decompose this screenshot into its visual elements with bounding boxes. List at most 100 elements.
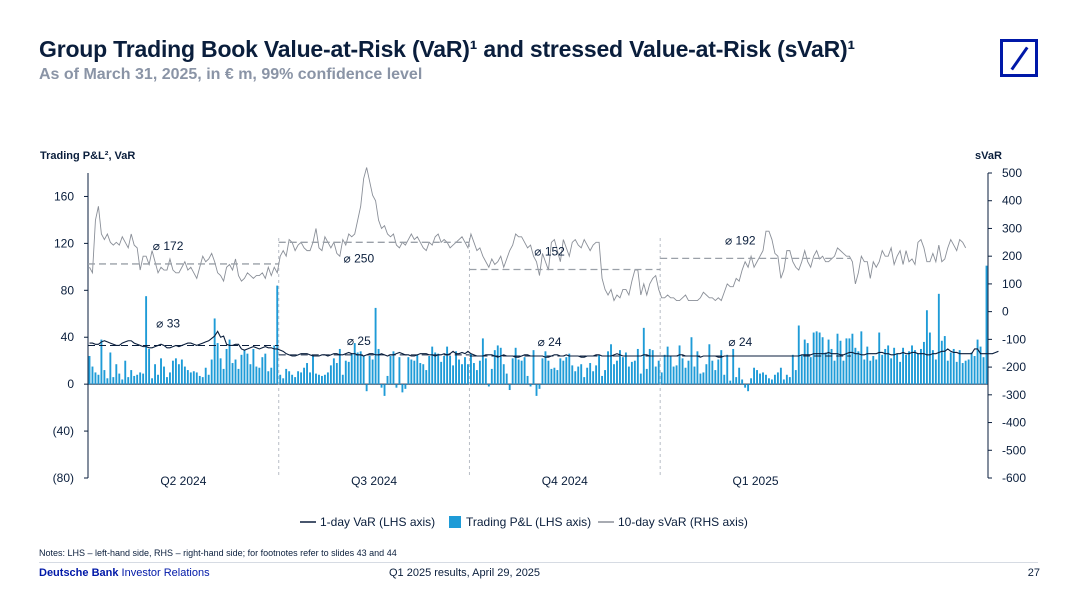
pnl-bar xyxy=(616,360,618,385)
pnl-bar xyxy=(297,371,300,385)
pnl-bar xyxy=(306,363,308,385)
pnl-bar xyxy=(642,327,645,385)
pnl-bar xyxy=(231,363,234,385)
pnl-bar xyxy=(321,375,323,385)
pnl-bar xyxy=(401,384,404,393)
pnl-bar xyxy=(633,360,636,385)
pnl-bar xyxy=(762,372,764,385)
pnl-bar xyxy=(738,367,741,385)
footer-brand-rest: Investor Relations xyxy=(118,567,210,579)
pnl-bar xyxy=(660,372,663,385)
pnl-bar xyxy=(103,370,106,385)
pnl-bar xyxy=(747,384,750,392)
right-tick-label: -200 xyxy=(1002,360,1026,374)
pnl-bar xyxy=(252,348,255,385)
var-average-label: ⌀ 33 xyxy=(156,316,180,330)
pnl-bar xyxy=(335,363,338,385)
pnl-bar xyxy=(946,360,949,385)
pnl-bar xyxy=(350,353,353,385)
pnl-bar xyxy=(669,356,672,385)
pnl-bar xyxy=(860,331,863,385)
pnl-bar xyxy=(598,354,601,385)
pnl-bar xyxy=(490,368,493,385)
pnl-bar xyxy=(380,384,383,388)
pnl-bar xyxy=(237,368,240,385)
pnl-bar xyxy=(356,352,359,385)
pnl-bar xyxy=(759,373,761,385)
pnl-bar xyxy=(878,332,881,385)
pnl-bar xyxy=(446,346,449,385)
pnl-bar xyxy=(523,357,526,385)
right-tick-label: 0 xyxy=(1002,305,1009,319)
pnl-bar xyxy=(478,360,481,385)
pnl-bar xyxy=(720,350,723,385)
pnl-bar xyxy=(431,346,434,385)
pnl-bar xyxy=(136,374,139,385)
pnl-bar xyxy=(899,361,902,385)
pnl-bar xyxy=(595,365,598,385)
pnl-bar xyxy=(520,360,523,385)
pnl-bar xyxy=(139,372,142,385)
pnl-bar xyxy=(422,364,425,385)
pnl-bar xyxy=(434,352,437,385)
pnl-bar xyxy=(186,370,189,385)
pnl-bar xyxy=(577,366,580,385)
left-tick-label: 160 xyxy=(54,189,74,203)
pnl-bar xyxy=(905,354,907,385)
pnl-bar xyxy=(756,370,758,385)
pnl-bar xyxy=(958,350,961,385)
pnl-bar xyxy=(189,372,192,385)
pnl-bar xyxy=(559,358,562,385)
pnl-bar xyxy=(484,358,487,385)
pnl-bar xyxy=(544,351,547,385)
pnl-bar xyxy=(470,353,472,385)
pnl-bar xyxy=(315,373,317,385)
pnl-bar xyxy=(678,345,681,385)
pnl-bar xyxy=(985,265,988,385)
right-tick-label: 200 xyxy=(1002,249,1022,263)
pnl-bar xyxy=(192,371,195,385)
pnl-bar xyxy=(601,375,604,385)
pnl-bar xyxy=(902,347,905,385)
pnl-bar xyxy=(249,364,252,385)
pnl-bar xyxy=(604,370,606,385)
pnl-bar xyxy=(771,379,773,385)
pnl-bar xyxy=(440,361,443,385)
pnl-bar xyxy=(413,360,416,385)
pnl-bar xyxy=(872,356,875,385)
pnl-bar xyxy=(726,354,729,385)
pnl-bar xyxy=(973,356,976,385)
pnl-bar xyxy=(234,359,237,385)
footer-brand: Deutsche Bank Investor Relations xyxy=(39,567,210,579)
pnl-bar xyxy=(166,377,168,385)
pnl-bar xyxy=(583,377,586,385)
pnl-bar xyxy=(177,364,180,385)
pnl-bar xyxy=(496,345,499,385)
pnl-bar xyxy=(291,374,294,385)
pnl-bar xyxy=(765,374,767,385)
pnl-bar xyxy=(815,331,818,385)
left-tick-label: (80) xyxy=(53,471,74,485)
pnl-bar xyxy=(169,372,171,385)
legend-pnl-swatch xyxy=(449,516,461,528)
left-axis-title: Trading P&L², VaR xyxy=(40,150,136,162)
pnl-bar xyxy=(744,384,747,388)
left-tick-label: (40) xyxy=(53,424,74,438)
pnl-bar xyxy=(547,360,550,385)
pnl-bar xyxy=(848,338,851,385)
pnl-bar xyxy=(174,358,177,385)
pnl-bar xyxy=(157,374,159,385)
pnl-bar xyxy=(219,358,222,385)
pnl-bar xyxy=(115,364,118,385)
pnl-bar xyxy=(243,350,246,385)
pnl-bar xyxy=(222,368,225,385)
left-tick-label: 120 xyxy=(54,236,74,250)
pnl-bar xyxy=(88,356,91,385)
pnl-bar xyxy=(300,372,303,385)
pnl-bar xyxy=(788,377,791,385)
pnl-bar xyxy=(97,374,100,385)
footer-brand-bold: Deutsche Bank xyxy=(39,567,119,579)
pnl-bar xyxy=(875,359,878,385)
pnl-bar xyxy=(949,352,952,385)
pnl-bar xyxy=(970,352,973,385)
